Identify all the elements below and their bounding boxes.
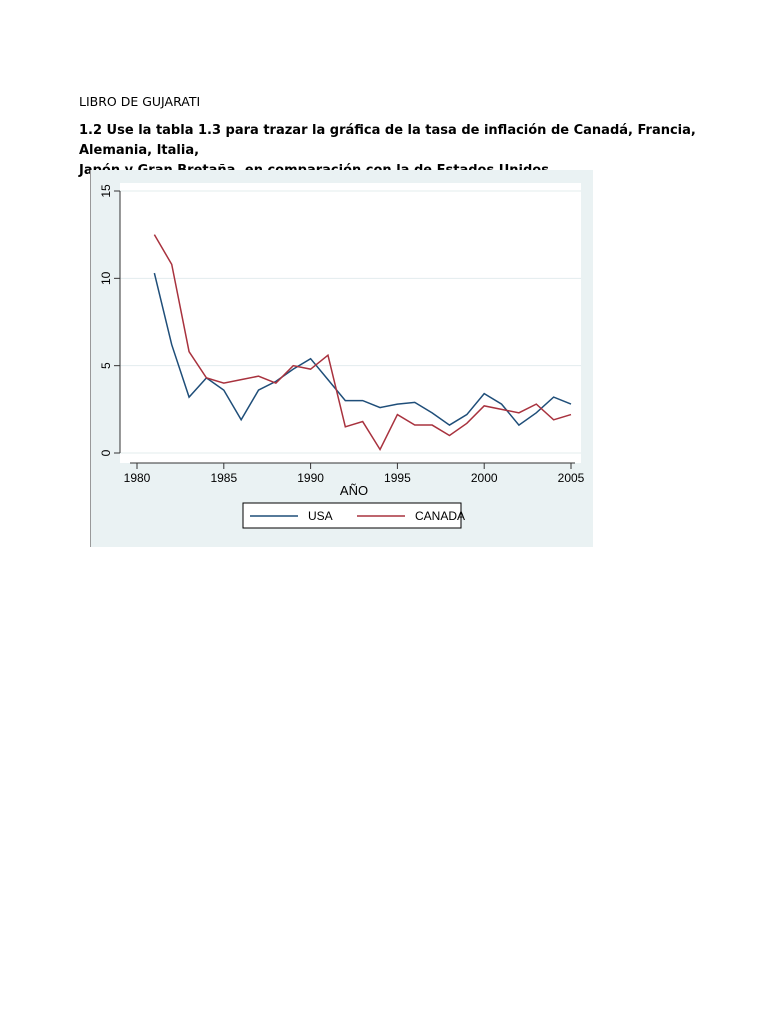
plot-area [120, 183, 581, 463]
y-tick-label: 15 [99, 184, 113, 198]
x-tick-label: 2005 [558, 471, 585, 485]
inflation-line-chart: 0 5 10 15 1980 1985 1990 1995 2000 2005 AÑO USA CA… [90, 170, 593, 547]
legend-label-usa: USA [308, 509, 333, 523]
y-tick-label: 0 [99, 449, 113, 456]
x-tick-label: 1995 [384, 471, 411, 485]
legend-label-canada: CANADA [415, 509, 465, 523]
y-tick-label: 10 [99, 271, 113, 285]
document-heading: LIBRO DE GUJARATI [79, 94, 201, 109]
question-line-1: 1.2 Use la tabla 1.3 para trazar la gráf… [79, 123, 696, 158]
x-tick-label: 1980 [124, 471, 151, 485]
x-tick-label: 2000 [471, 471, 498, 485]
legend: USA CANADA [242, 502, 465, 529]
x-tick-label: 1990 [297, 471, 324, 485]
x-axis-label: AÑO [340, 483, 368, 498]
y-tick-label: 5 [99, 362, 113, 369]
x-tick-label: 1985 [210, 471, 237, 485]
